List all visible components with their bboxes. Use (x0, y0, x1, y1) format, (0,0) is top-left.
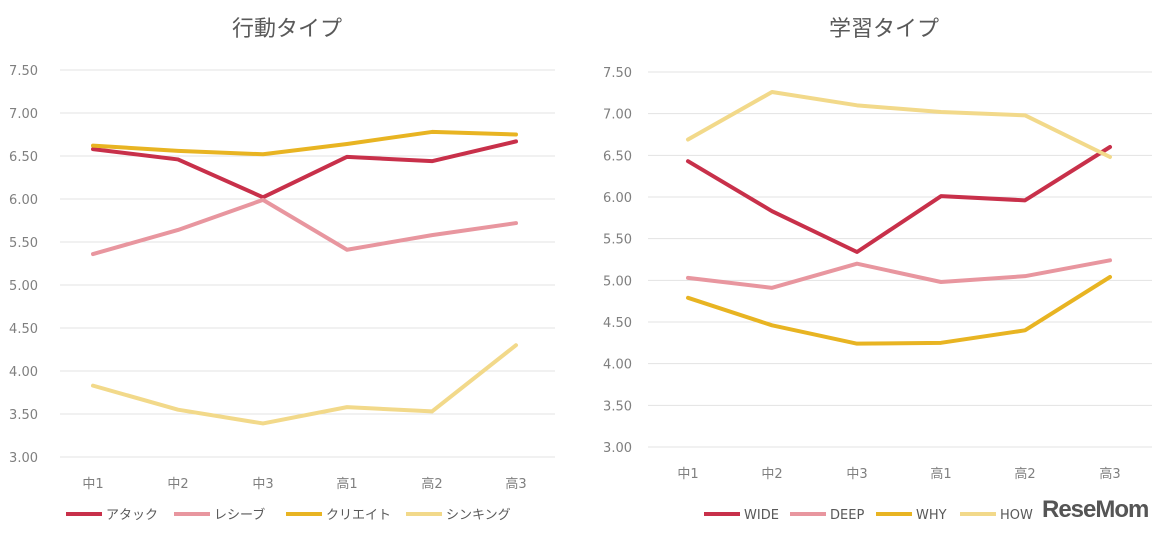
y-tick-label: 4.50 (9, 322, 38, 337)
y-tick-label: 7.50 (603, 66, 632, 81)
y-tick-label: 6.50 (9, 150, 38, 165)
y-tick-label: 7.50 (9, 64, 38, 79)
series-line-WHY (686, 275, 1112, 346)
y-tick-label: 3.50 (603, 399, 632, 414)
legend-label: HOW (1000, 508, 1033, 523)
legend-label: シンキング (446, 508, 511, 523)
series-line-クリエイト (91, 129, 518, 157)
legend-label: WIDE (744, 508, 779, 523)
y-tick-label: 5.50 (9, 236, 38, 251)
legend-label: クリエイト (326, 508, 391, 523)
y-tick-label: 5.00 (9, 279, 38, 294)
legend-label: レシーブ (214, 507, 265, 523)
x-tick-label: 高3 (1099, 466, 1120, 482)
y-tick-label: 3.50 (9, 408, 38, 423)
y-tick-label: 6.00 (603, 191, 632, 206)
x-tick-label: 高2 (421, 476, 442, 492)
y-tick-label: 4.50 (603, 316, 632, 331)
resemom-watermark: ReseMom (1038, 496, 1153, 524)
x-tick-label: 高1 (336, 476, 357, 492)
series-line-アタック (91, 139, 518, 200)
x-tick-label: 高3 (505, 476, 526, 492)
y-tick-label: 6.00 (9, 193, 38, 208)
x-tick-label: 中2 (761, 467, 782, 482)
series-line-DEEP (686, 258, 1112, 290)
x-tick-label: 中1 (82, 477, 103, 492)
y-tick-label: 3.00 (603, 441, 632, 456)
y-tick-label: 6.50 (603, 149, 632, 164)
x-tick-label: 高2 (1014, 466, 1035, 482)
chart-title: 学習タイプ (829, 17, 939, 42)
y-tick-label: 7.00 (9, 107, 38, 122)
y-tick-label: 4.00 (603, 358, 632, 373)
series-line-HOW (686, 90, 1112, 159)
chart-title: 行動タイプ (232, 17, 342, 42)
y-tick-label: 4.00 (9, 365, 38, 380)
y-tick-label: 3.00 (9, 451, 38, 466)
legend-label: WHY (916, 508, 947, 523)
series-line-レシーブ (91, 197, 518, 257)
x-tick-label: 中2 (167, 477, 188, 492)
x-tick-label: 中3 (846, 467, 867, 482)
legend-label: アタック (106, 508, 158, 523)
x-tick-label: 中3 (252, 477, 273, 492)
series-line-シンキング (91, 343, 518, 426)
y-tick-label: 5.00 (603, 274, 632, 289)
y-tick-label: 7.00 (603, 108, 632, 123)
y-tick-label: 5.50 (603, 233, 632, 248)
x-tick-label: 高1 (930, 466, 951, 482)
x-tick-label: 中1 (677, 467, 698, 482)
series-line-WIDE (686, 145, 1112, 254)
legend-label: DEEP (830, 508, 864, 523)
